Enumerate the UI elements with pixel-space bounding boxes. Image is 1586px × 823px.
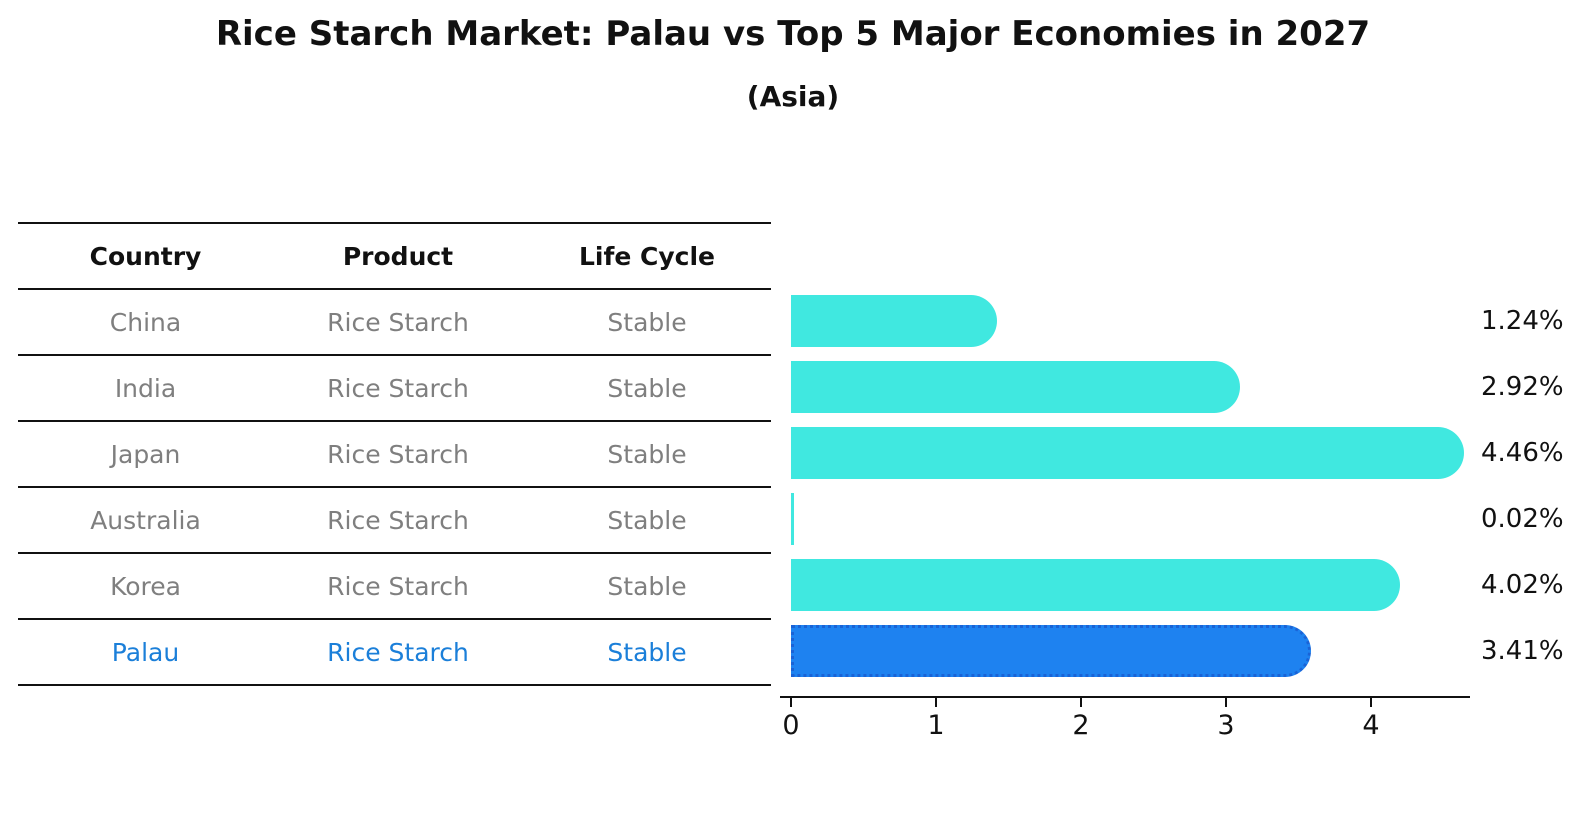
value-label-japan: 4.46% [1481,438,1564,468]
country-table: Country Product Life Cycle China Rice St… [18,222,771,686]
cell-country: Palau [111,637,180,667]
cell-lifecycle: Stable [607,439,687,469]
cell-product: Rice Starch [327,571,469,601]
cell-product: Rice Starch [327,307,469,337]
bar-australia [791,493,794,545]
bar-china [791,295,997,347]
cell-product: Rice Starch [327,505,469,535]
x-axis-tick [1080,698,1082,707]
bar-korea [791,559,1400,611]
cell-lifecycle: Stable [607,373,687,403]
cell-country: Australia [90,505,201,535]
chart-title: Rice Starch Market: Palau vs Top 5 Major… [215,14,1371,54]
column-header-lifecycle: Life Cycle [578,241,716,271]
x-axis-tick [1370,698,1372,707]
x-axis-tick [1225,698,1227,707]
cell-lifecycle: Stable [607,505,687,535]
x-axis-tick-label: 3 [1217,710,1235,741]
cell-country: Japan [110,439,181,469]
chart-subtitle: (Asia) [746,80,840,113]
value-label-australia: 0.02% [1481,504,1564,534]
cell-product: Rice Starch [327,373,469,403]
table-row-korea: Korea Rice Starch Stable [18,554,771,620]
x-axis-tick [790,698,792,707]
bar-india [791,361,1241,413]
x-axis-tick [935,698,937,707]
column-header-country: Country [89,241,202,271]
x-axis-tick-label: 4 [1362,710,1380,741]
cell-country: China [109,307,182,337]
table-row-japan: Japan Rice Starch Stable [18,422,771,488]
table-header-row: Country Product Life Cycle [18,224,771,290]
table-row-india: India Rice Starch Stable [18,356,771,422]
x-axis-tick-label: 2 [1072,710,1090,741]
cell-lifecycle: Stable [607,571,687,601]
column-header-product: Product [342,241,454,271]
value-label-korea: 4.02% [1481,570,1564,600]
bar-japan [791,427,1464,479]
x-axis-tick-label: 0 [782,710,800,741]
value-label-palau: 3.41% [1481,636,1564,666]
cell-country: India [114,373,177,403]
bar-palau [791,625,1312,677]
cell-lifecycle: Stable [607,307,687,337]
cell-product: Rice Starch [327,637,469,667]
value-label-india: 2.92% [1481,372,1564,402]
table-row-china: China Rice Starch Stable [18,290,771,356]
cell-country: Korea [110,571,181,601]
cell-product: Rice Starch [327,439,469,469]
cell-lifecycle: Stable [607,637,687,667]
table-row-australia: Australia Rice Starch Stable [18,488,771,554]
x-axis-line [780,696,1470,698]
table-row-palau: Palau Rice Starch Stable [18,620,771,686]
value-label-china: 1.24% [1481,306,1564,336]
x-axis-tick-label: 1 [927,710,945,741]
